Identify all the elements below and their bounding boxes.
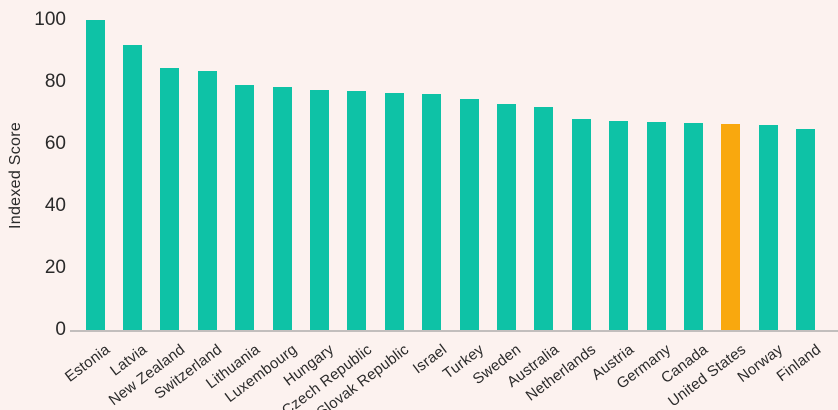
x-axis-labels: Estonia Latvia New Zealand Switzerland Lithu… <box>0 337 838 410</box>
x-axis-line <box>70 330 838 332</box>
bar-estonia <box>85 20 105 330</box>
y-tick-80: 80 <box>44 71 66 92</box>
bar-lithuania <box>235 85 255 330</box>
bar-germany <box>646 122 666 330</box>
y-axis-ticks: 0 20 40 60 80 100 <box>0 9 66 340</box>
bar-new-zealand <box>160 68 180 330</box>
bar-slovak-republic <box>384 92 404 330</box>
bar-switzerland <box>197 71 217 330</box>
bar-netherlands <box>571 119 591 330</box>
bar-turkey <box>459 99 479 330</box>
bar-australia <box>534 106 554 330</box>
bar-latvia <box>122 44 142 330</box>
y-tick-0: 0 <box>55 319 66 340</box>
bar-finland <box>796 128 816 330</box>
bar-canada <box>683 123 703 330</box>
bar-luxembourg <box>272 86 292 330</box>
bar-norway <box>758 125 778 330</box>
bar-czech-republic <box>347 91 367 330</box>
bar-united-states <box>721 124 741 330</box>
bar-sweden <box>496 103 516 330</box>
plot-area <box>76 20 832 330</box>
y-tick-60: 60 <box>44 133 66 154</box>
y-tick-20: 20 <box>44 257 66 278</box>
bar-hungary <box>309 89 329 330</box>
y-tick-100: 100 <box>34 9 66 30</box>
bar-austria <box>609 120 629 330</box>
y-tick-40: 40 <box>44 195 66 216</box>
x-label-estonia: Estonia <box>61 341 114 386</box>
bar-israel <box>422 94 442 330</box>
